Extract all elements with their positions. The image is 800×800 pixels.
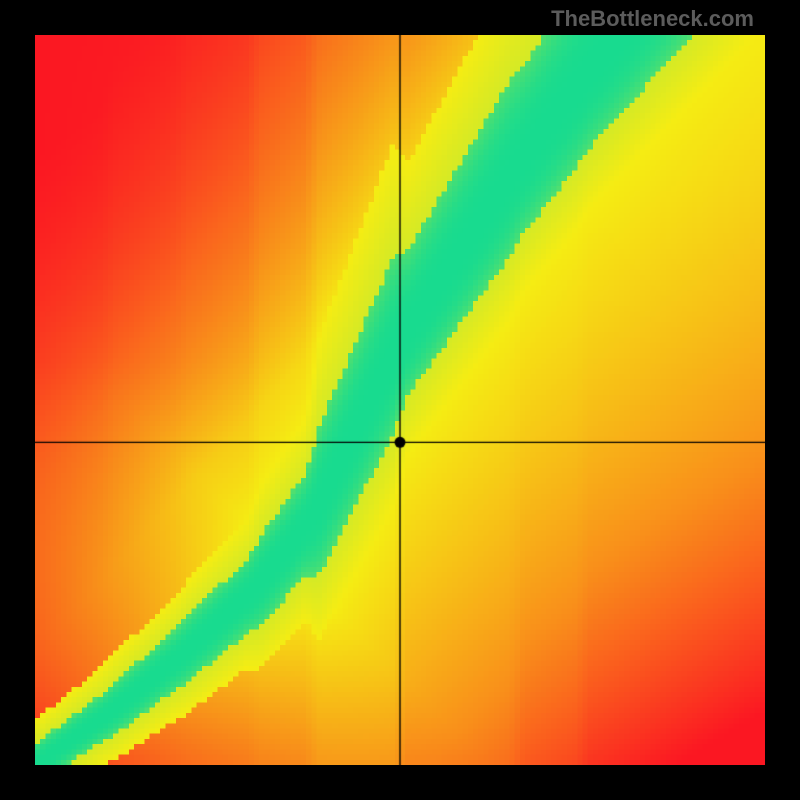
source-watermark: TheBottleneck.com: [551, 6, 754, 32]
bottleneck-heatmap: [35, 35, 765, 765]
chart-container: TheBottleneck.com: [0, 0, 800, 800]
